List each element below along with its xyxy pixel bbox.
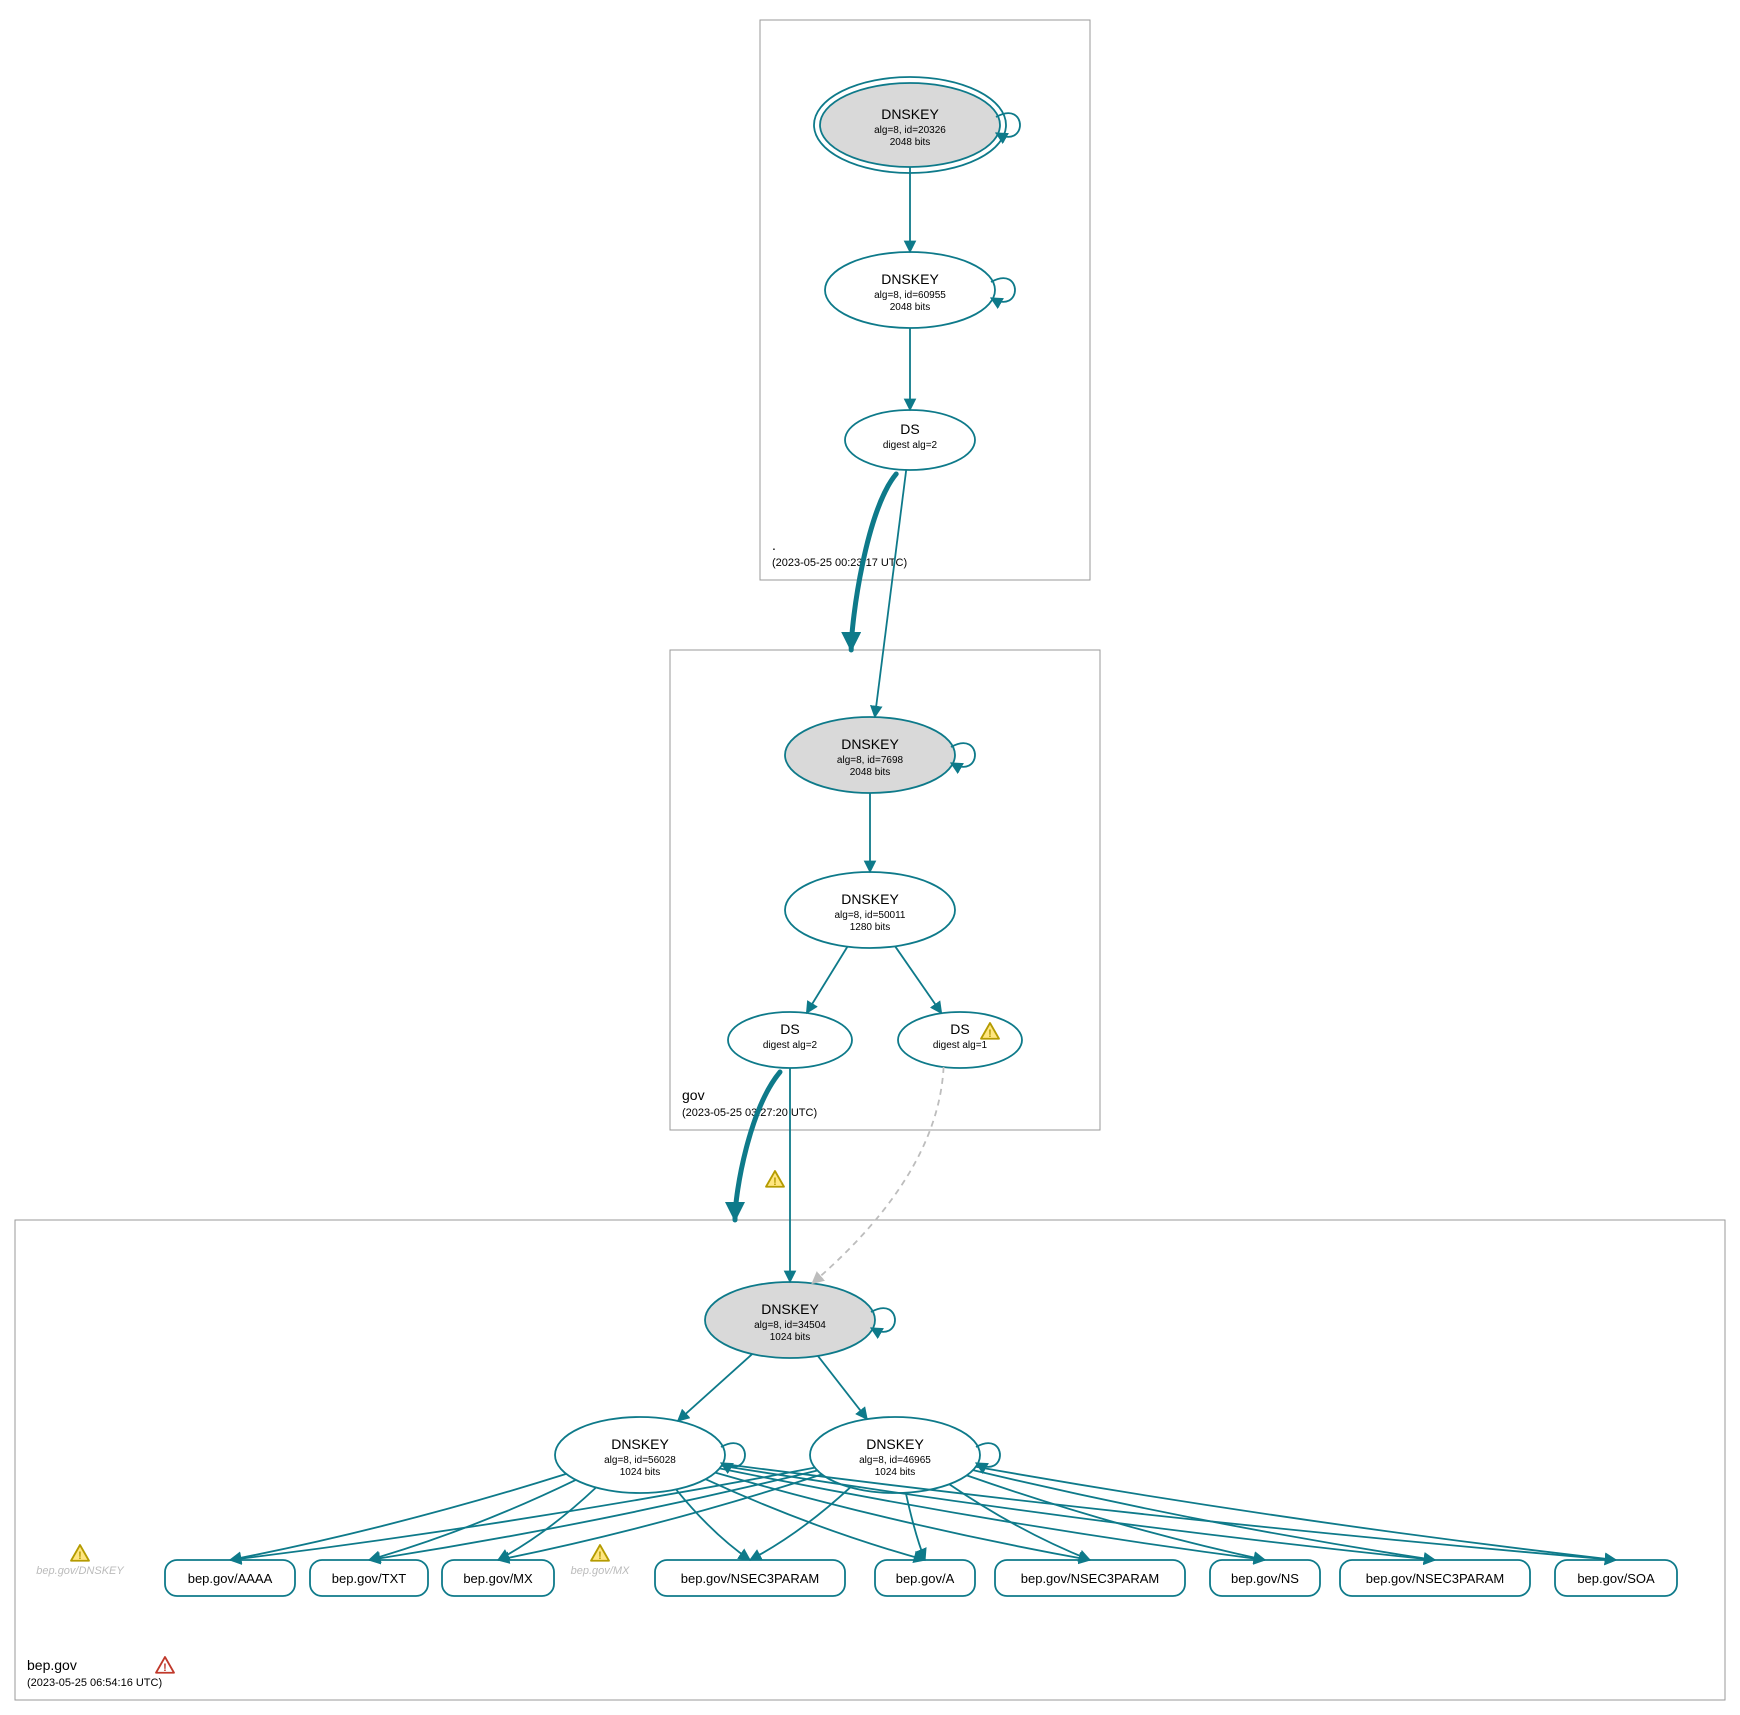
svg-text:2048 bits: 2048 bits xyxy=(890,302,931,313)
node-gov_zsk: DNSKEY alg=8, id=500111280 bits xyxy=(785,872,955,948)
edge-rr xyxy=(949,1484,1090,1560)
rrset-rr_n3p2: bep.gov/NSEC3PARAM xyxy=(995,1560,1185,1596)
svg-text:bep.gov/NSEC3PARAM: bep.gov/NSEC3PARAM xyxy=(1366,1571,1505,1586)
rrset-rr_n3p3: bep.gov/NSEC3PARAM xyxy=(1340,1560,1530,1596)
svg-text:2048 bits: 2048 bits xyxy=(850,767,891,778)
edge xyxy=(807,947,848,1013)
svg-text:alg=8, id=60955: alg=8, id=60955 xyxy=(874,290,946,301)
edge-rr xyxy=(976,1467,1616,1560)
zone-timestamp: (2023-05-25 06:54:16 UTC) xyxy=(27,1677,162,1689)
zone-label: gov xyxy=(682,1087,705,1103)
svg-text:bep.gov/A: bep.gov/A xyxy=(896,1571,955,1586)
node-gov_ds1: DS digest alg=2 xyxy=(728,1012,852,1068)
svg-text:bep.gov/AAAA: bep.gov/AAAA xyxy=(188,1571,273,1586)
svg-text:alg=8, id=46965: alg=8, id=46965 xyxy=(859,1455,931,1466)
svg-text:alg=8, id=50011: alg=8, id=50011 xyxy=(835,910,906,921)
svg-text:1280 bits: 1280 bits xyxy=(850,922,891,933)
svg-text:!: ! xyxy=(773,1176,777,1188)
edge-rr xyxy=(750,1487,850,1560)
node-bep_z2: DNSKEY alg=8, id=469651024 bits xyxy=(810,1417,1000,1493)
svg-text:bep.gov/TXT: bep.gov/TXT xyxy=(332,1571,406,1586)
svg-text:bep.gov/SOA: bep.gov/SOA xyxy=(1577,1571,1655,1586)
edge xyxy=(812,1067,943,1283)
svg-text:DNSKEY: DNSKEY xyxy=(881,106,939,122)
rrset-rr_ns: bep.gov/NS xyxy=(1210,1560,1320,1596)
svg-text:!: ! xyxy=(988,1028,992,1040)
node-gov_ksk: DNSKEY alg=8, id=76982048 bits xyxy=(785,717,975,793)
node-gov_ds2: DS digest alg=1! xyxy=(898,1012,1022,1068)
edge-rr xyxy=(722,1466,1435,1560)
svg-text:DS: DS xyxy=(780,1021,799,1037)
node-root_ds: DS digest alg=2 xyxy=(845,410,975,470)
svg-text:2048 bits: 2048 bits xyxy=(890,137,931,148)
svg-text:!: ! xyxy=(598,1550,602,1562)
rrset-rr_mx: bep.gov/MX xyxy=(442,1560,554,1596)
edge-rr xyxy=(369,1480,576,1560)
svg-text:bep.gov/MX: bep.gov/MX xyxy=(463,1571,533,1586)
rrset-rr_txt: bep.gov/TXT xyxy=(310,1560,428,1596)
svg-text:!: ! xyxy=(78,1550,82,1562)
svg-text:digest alg=2: digest alg=2 xyxy=(763,1040,818,1051)
zone-label: . xyxy=(772,537,776,553)
svg-text:DNSKEY: DNSKEY xyxy=(841,891,899,907)
edge-rr xyxy=(720,1468,1265,1560)
edge: ! xyxy=(735,1072,784,1220)
ghost-node: ! bep.gov/MX xyxy=(571,1545,630,1577)
svg-text:DNSKEY: DNSKEY xyxy=(841,736,899,752)
svg-text:bep.gov/MX: bep.gov/MX xyxy=(571,1565,630,1577)
edge xyxy=(895,946,941,1013)
svg-text:bep.gov/NS: bep.gov/NS xyxy=(1231,1571,1299,1586)
node-bep_z1: DNSKEY alg=8, id=560281024 bits xyxy=(555,1417,745,1493)
svg-text:bep.gov/DNSKEY: bep.gov/DNSKEY xyxy=(36,1565,124,1577)
svg-text:DS: DS xyxy=(900,421,919,437)
zone-label: bep.gov xyxy=(27,1657,77,1673)
node-root_ksk: DNSKEY alg=8, id=203262048 bits xyxy=(814,77,1020,173)
svg-text:alg=8, id=34504: alg=8, id=34504 xyxy=(754,1320,826,1331)
rrset-rr_a: bep.gov/A xyxy=(875,1560,975,1596)
svg-text:1024 bits: 1024 bits xyxy=(875,1467,916,1478)
svg-text:alg=8, id=56028: alg=8, id=56028 xyxy=(604,1455,676,1466)
rrset-rr_aaaa: bep.gov/AAAA xyxy=(165,1560,295,1596)
svg-text:digest alg=2: digest alg=2 xyxy=(883,440,938,451)
svg-text:1024 bits: 1024 bits xyxy=(770,1332,811,1343)
edge-rr xyxy=(230,1474,566,1560)
zone-timestamp: (2023-05-25 00:23:17 UTC) xyxy=(772,557,907,569)
edge xyxy=(818,1356,867,1419)
svg-text:bep.gov/NSEC3PARAM: bep.gov/NSEC3PARAM xyxy=(1021,1571,1160,1586)
zone-timestamp: (2023-05-25 03:27:20 UTC) xyxy=(682,1107,817,1119)
ghost-node: ! bep.gov/DNSKEY xyxy=(36,1545,124,1577)
svg-text:!: ! xyxy=(163,1662,167,1674)
diagram-root: . (2023-05-25 00:23:17 UTC) gov (2023-05-25… xyxy=(0,0,1740,1715)
svg-text:alg=8, id=7698: alg=8, id=7698 xyxy=(837,755,904,766)
node-bep_ksk: DNSKEY alg=8, id=345041024 bits xyxy=(705,1282,895,1358)
svg-text:digest alg=1: digest alg=1 xyxy=(933,1040,988,1051)
node-root_zsk: DNSKEY alg=8, id=609552048 bits xyxy=(825,252,1015,328)
svg-text:1024 bits: 1024 bits xyxy=(620,1467,661,1478)
edge-rr xyxy=(967,1475,1265,1560)
svg-text:DS: DS xyxy=(950,1021,969,1037)
svg-text:bep.gov/NSEC3PARAM: bep.gov/NSEC3PARAM xyxy=(681,1571,820,1586)
rrset-rr_n3p1: bep.gov/NSEC3PARAM xyxy=(655,1560,845,1596)
svg-text:DNSKEY: DNSKEY xyxy=(881,271,939,287)
edge xyxy=(678,1354,752,1421)
svg-text:DNSKEY: DNSKEY xyxy=(611,1436,669,1452)
svg-text:DNSKEY: DNSKEY xyxy=(761,1301,819,1317)
svg-text:DNSKEY: DNSKEY xyxy=(866,1436,924,1452)
rrset-rr_soa: bep.gov/SOA xyxy=(1555,1560,1677,1596)
svg-text:alg=8, id=20326: alg=8, id=20326 xyxy=(874,125,946,136)
